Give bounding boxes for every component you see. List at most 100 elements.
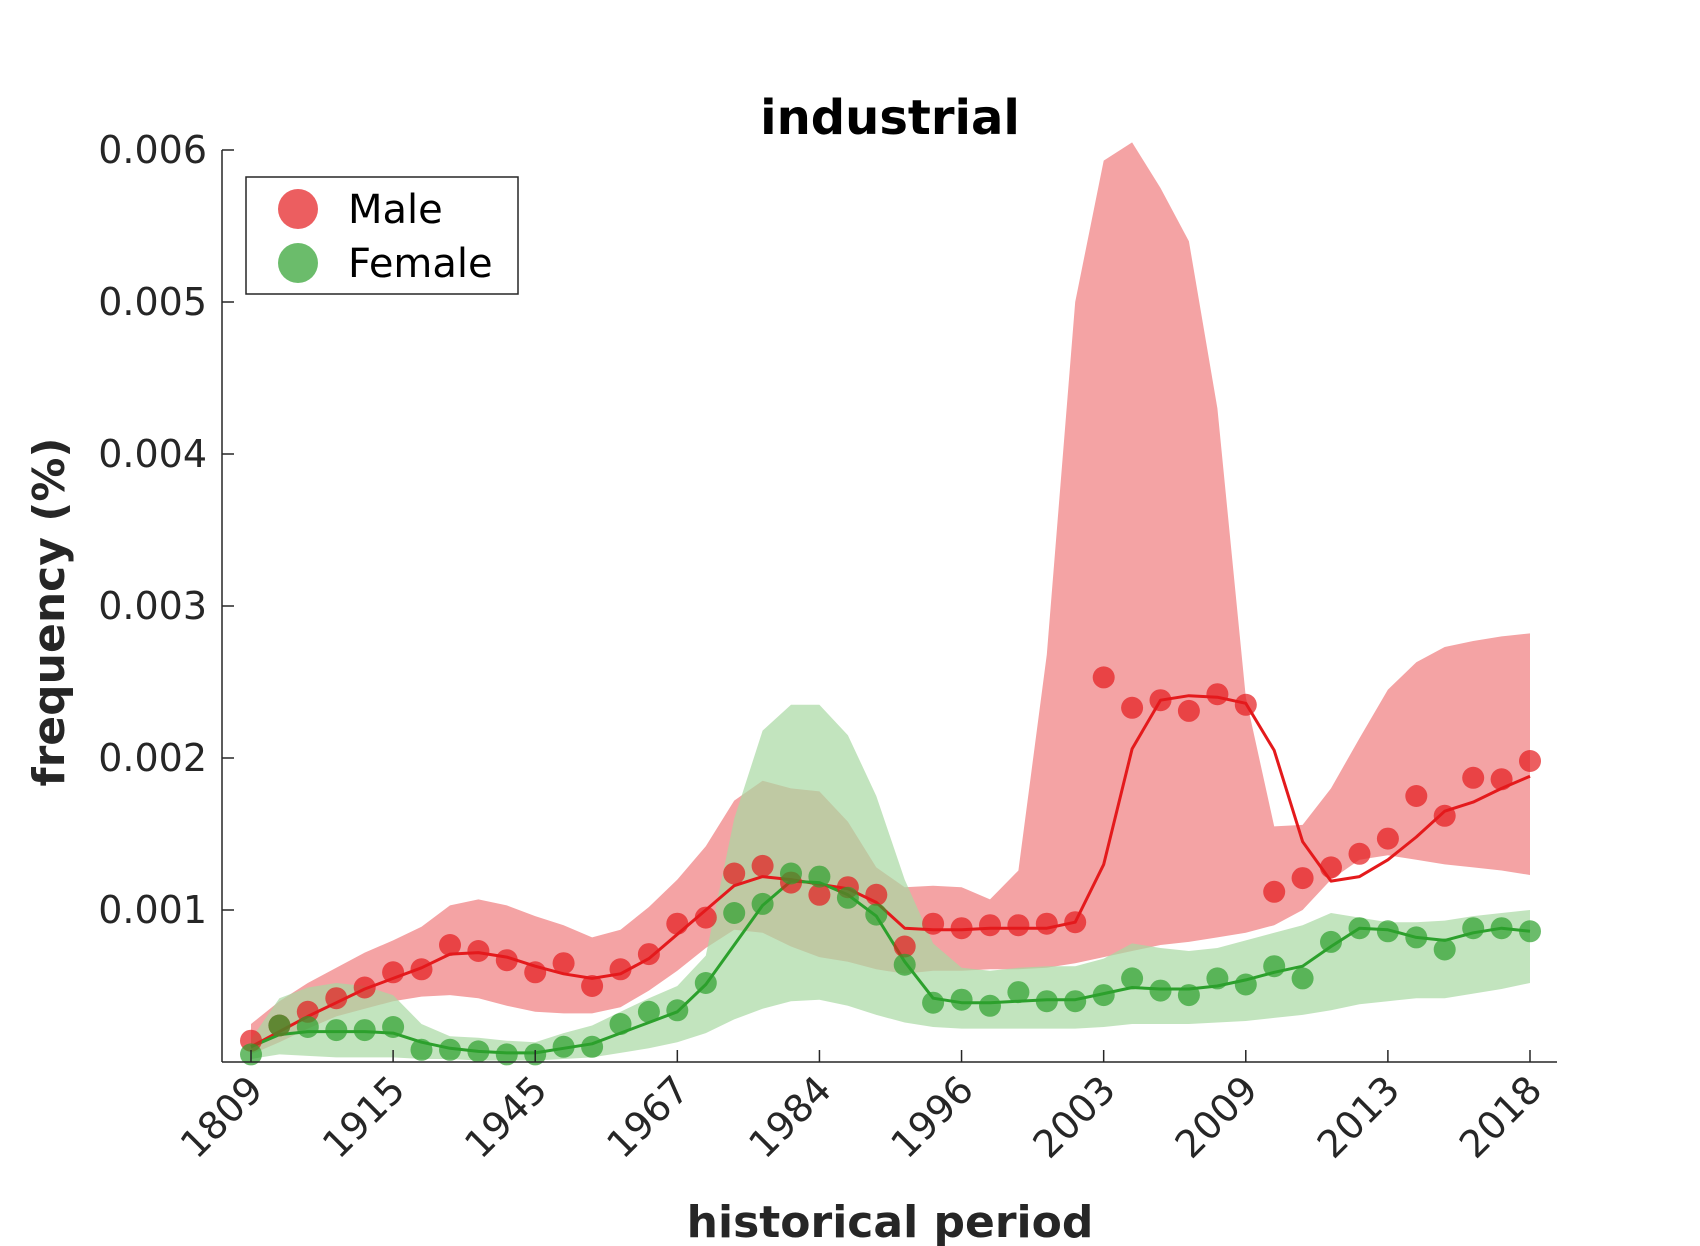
male-data-point xyxy=(979,914,1001,937)
male-data-point xyxy=(382,961,405,984)
female-confidence-band xyxy=(251,704,1530,1061)
female-data-point xyxy=(836,886,859,909)
male-data-point xyxy=(467,940,490,962)
female-data-point xyxy=(808,865,831,888)
x-tick-label: 1996 xyxy=(882,1067,982,1167)
male-data-point xyxy=(439,934,461,956)
male-data-point xyxy=(1064,911,1087,934)
female-data-point xyxy=(353,1019,376,1042)
male-data-point xyxy=(296,1000,319,1023)
male-data-point xyxy=(581,975,604,997)
male-trend-line xyxy=(250,694,1531,1049)
male-data-point xyxy=(865,883,888,906)
x-axis-title: historical period xyxy=(687,1197,1094,1246)
male-data-point xyxy=(1149,689,1172,712)
male-data-point xyxy=(666,912,689,935)
female-data-point xyxy=(552,1035,575,1058)
male-data-point xyxy=(1206,683,1229,706)
legend-marker-female xyxy=(278,243,318,283)
legend-marker-male xyxy=(278,189,318,229)
x-tick-label: 2018 xyxy=(1451,1067,1551,1167)
male-data-point xyxy=(1035,912,1058,935)
male-data-point xyxy=(950,917,973,940)
x-tick-label: 2003 xyxy=(1025,1067,1125,1167)
x-tick-label: 1809 xyxy=(172,1067,272,1167)
female-data-point xyxy=(1092,984,1115,1007)
female-data-point xyxy=(893,953,916,976)
male-data-point xyxy=(751,854,774,877)
female-data-point xyxy=(979,994,1001,1017)
x-tick-label: 1915 xyxy=(314,1067,414,1167)
legend: Male Female xyxy=(245,176,519,295)
y-tick-label: 0.003 xyxy=(98,584,207,628)
male-data-point xyxy=(1177,699,1200,722)
female-data-point xyxy=(865,903,888,926)
x-tick-label: 2013 xyxy=(1309,1067,1409,1167)
female-data-point xyxy=(495,1043,518,1066)
data-points xyxy=(240,666,1541,1066)
male-data-point xyxy=(1263,880,1286,903)
female-data-point xyxy=(467,1040,490,1063)
female-data-point xyxy=(1376,920,1399,943)
female-data-point xyxy=(325,1019,348,1042)
female-data-point xyxy=(1348,917,1371,940)
male-data-point xyxy=(495,949,518,972)
male-data-point xyxy=(1519,750,1541,772)
female-data-point xyxy=(609,1013,632,1035)
y-tick-label: 0.005 xyxy=(98,280,207,324)
male-data-point xyxy=(353,976,376,999)
trend-lines xyxy=(250,694,1531,1055)
female-data-point xyxy=(382,1016,405,1038)
female-data-point xyxy=(1121,967,1144,990)
male-data-point xyxy=(1376,827,1399,850)
female-data-point xyxy=(637,1000,660,1023)
y-tick-label: 0.001 xyxy=(98,888,207,932)
female-data-point xyxy=(1291,967,1314,990)
female-data-point xyxy=(950,988,973,1011)
female-data-point xyxy=(1177,984,1200,1007)
y-tick-label: 0.006 xyxy=(98,128,207,172)
female-data-point xyxy=(1234,973,1257,996)
female-data-point xyxy=(1149,979,1172,1002)
male-data-point xyxy=(1007,914,1030,937)
female-data-point xyxy=(1263,955,1286,978)
male-data-point xyxy=(1405,785,1428,807)
y-tick-label: 0.002 xyxy=(98,736,207,780)
female-data-point xyxy=(1035,990,1058,1013)
y-axis-title: frequency (%) xyxy=(24,437,75,786)
male-data-point xyxy=(552,952,575,975)
female-data-point xyxy=(694,972,717,994)
male-data-point xyxy=(808,883,831,906)
female-data-point xyxy=(723,902,746,924)
female-data-point xyxy=(1320,930,1342,953)
female-data-point xyxy=(581,1035,604,1058)
female-data-point xyxy=(439,1038,461,1061)
x-tick-label: 1945 xyxy=(456,1067,556,1167)
legend-label-female: Female xyxy=(348,241,493,287)
male-data-point xyxy=(1490,768,1513,791)
x-tick-label: 1984 xyxy=(740,1067,840,1167)
male-data-point xyxy=(1348,842,1371,865)
female-data-point xyxy=(922,991,945,1014)
y-tick-label: 0.004 xyxy=(98,432,207,476)
female-data-point xyxy=(1007,981,1030,1004)
female-data-point xyxy=(1433,938,1456,961)
female-data-point xyxy=(780,862,802,885)
female-data-point xyxy=(1519,920,1541,943)
male-data-point xyxy=(637,943,660,966)
male-data-point xyxy=(1234,693,1257,716)
female-data-point xyxy=(410,1038,433,1061)
male-data-point xyxy=(723,862,746,885)
male-data-point xyxy=(1462,766,1485,789)
female-data-point xyxy=(751,892,774,915)
male-data-point xyxy=(1320,856,1342,879)
female-data-point xyxy=(1064,990,1087,1013)
male-data-point xyxy=(1433,804,1456,827)
male-data-point xyxy=(694,906,717,929)
male-data-point xyxy=(922,912,945,935)
female-data-point xyxy=(666,999,689,1022)
x-tick-label: 2009 xyxy=(1167,1067,1267,1167)
female-data-point xyxy=(1405,926,1428,949)
male-data-point xyxy=(524,961,547,984)
